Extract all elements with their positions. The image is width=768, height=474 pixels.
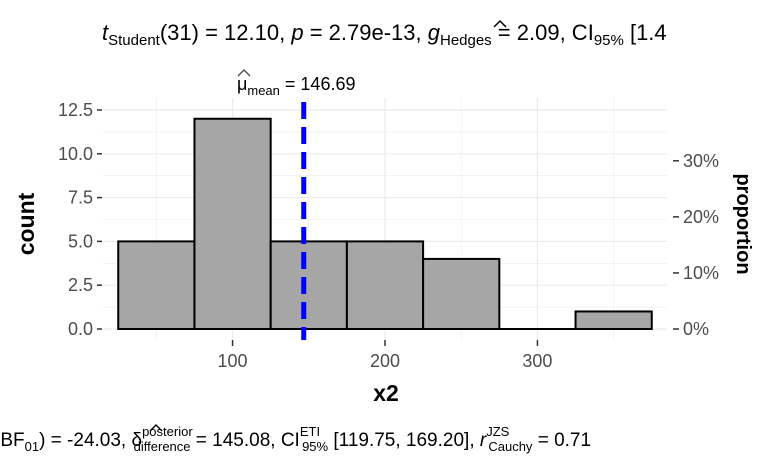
bar-2 xyxy=(269,240,348,330)
title-t-symbol: t xyxy=(102,20,109,45)
y-tick-label-4: 10.0 xyxy=(58,144,93,164)
bars xyxy=(117,117,653,331)
subtitle-ci-val: [119.75, 169.20], xyxy=(328,430,480,451)
title-p-text: = 2.79e-13, xyxy=(304,20,428,45)
bar-1 xyxy=(193,117,272,331)
secondary-y-axis: 0% 10% 20% 30% xyxy=(673,151,719,339)
y-tick-label-0: 0.0 xyxy=(68,319,93,339)
subtitle-ci-sup: ETI xyxy=(300,424,320,439)
y-tick-label-2: 5.0 xyxy=(68,231,93,251)
subtitle-delta-symbol: δ xyxy=(132,430,143,451)
x-tick-label-1: 200 xyxy=(370,351,400,371)
title-ci-sub: 95% xyxy=(594,32,624,49)
bar-3 xyxy=(345,240,425,330)
x-axis: 100 200 300 xyxy=(218,340,552,371)
title-t-sub: Student xyxy=(108,32,161,49)
secondary-y-axis-title: proportion xyxy=(732,173,754,274)
x-tick-label-2: 300 xyxy=(522,351,552,371)
y-tick-label-3: 7.5 xyxy=(68,188,93,208)
subtitle-delta-sub: difference xyxy=(134,439,191,454)
title-g-symbol: g xyxy=(428,20,441,45)
subtitle-delta-val: = 145.08, CI xyxy=(191,430,300,451)
subtitle-bf-sub: 01 xyxy=(25,439,39,454)
subtitle-r-sub: Cauchy xyxy=(488,439,533,454)
subtitle-r-sup: JZS xyxy=(486,424,509,439)
y2-tick-label-2: 20% xyxy=(683,207,719,227)
subtitle-r-val: = 0.71 xyxy=(532,430,591,451)
y2-tick-label-3: 30% xyxy=(683,151,719,171)
subtitle-ci-sub: 95% xyxy=(302,439,328,454)
subtitle-r-symbol: r xyxy=(480,430,487,451)
subtitle-delta-sup: posterior xyxy=(142,424,193,439)
title-ci-text: [1.4 xyxy=(624,20,667,45)
bar-0 xyxy=(117,240,196,330)
title-df-text: (31) = 12.10, xyxy=(160,20,291,45)
x-tick-label-0: 100 xyxy=(218,351,248,371)
title-g-sub: Hedges xyxy=(440,32,492,49)
chart-title: tStudent(31) = 12.10, p = 2.79e-13, gHed… xyxy=(102,20,667,49)
mean-label-value: = 146.69 xyxy=(280,74,356,94)
bar-6 xyxy=(574,310,653,331)
mean-label: μmean = 146.69 xyxy=(237,74,355,98)
y2-tick-label-1: 10% xyxy=(683,263,719,283)
y-tick-label-1: 2.5 xyxy=(68,275,93,295)
y2-tick-label-0: 0% xyxy=(683,319,709,339)
mean-label-sub: mean xyxy=(247,83,280,98)
y-axis: 0.0 2.5 5.0 7.5 10.0 12.5 xyxy=(58,100,102,339)
x-axis-title: x2 xyxy=(373,380,399,406)
subtitle-bf-val: ) = -24.03, xyxy=(39,430,131,451)
y-axis-title: count xyxy=(13,192,39,255)
subtitle-delta-hat xyxy=(149,424,163,432)
subtitle-bf-text: (BF xyxy=(0,430,25,451)
y-tick-label-5: 12.5 xyxy=(58,100,93,120)
mean-label-hat xyxy=(237,69,251,77)
title-g-hat xyxy=(493,19,507,28)
mean-label-symbol: μ xyxy=(237,74,247,94)
title-g-text: = 2.09, CI xyxy=(492,20,594,45)
title-p-symbol: p xyxy=(290,20,303,45)
bar-4 xyxy=(422,257,501,331)
